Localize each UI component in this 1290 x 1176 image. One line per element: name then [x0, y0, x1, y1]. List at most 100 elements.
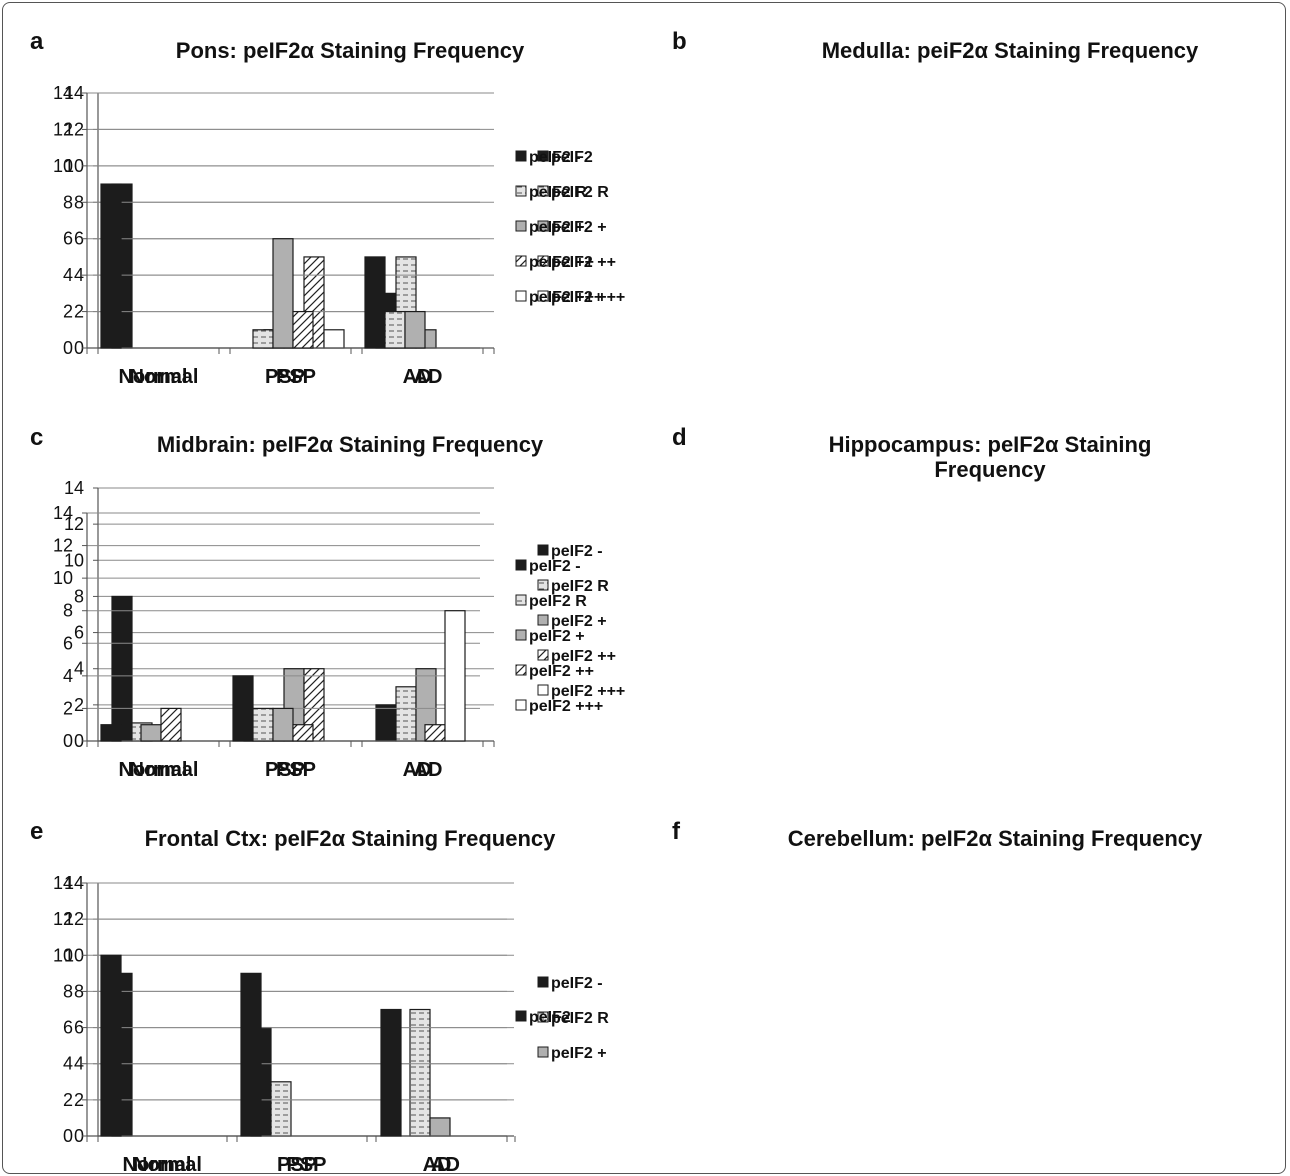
bar-peif2--psp — [240, 972, 262, 1137]
y-tick-label: 4 — [63, 265, 73, 285]
bar-peif2-r-ad — [409, 1008, 431, 1137]
y-tick-label: 0 — [63, 1126, 73, 1146]
y-tick-label: 14 — [53, 873, 73, 893]
y-tick-label: 2 — [74, 302, 84, 322]
legend-label: peIF2 +++ — [551, 289, 625, 306]
x-category-label: Normal — [130, 759, 199, 781]
y-tick-label: 4 — [74, 659, 84, 679]
legend-label: peIF2 +++ — [551, 683, 625, 700]
x-category-label: AD — [431, 1154, 460, 1176]
bar-peif2--psp — [292, 724, 314, 742]
bar-peif2--ad — [380, 1008, 402, 1137]
x-category-label: AD — [414, 366, 443, 388]
legend-label: peIF2 ++ — [529, 254, 594, 271]
legend-label: peIF2 ++ — [529, 663, 594, 680]
y-tick-label: 14 — [64, 478, 84, 498]
y-tick-label: 12 — [53, 536, 73, 556]
legend-swatch — [515, 185, 527, 197]
y-tick-label: 2 — [74, 1090, 84, 1110]
panel-letter: d — [672, 424, 687, 451]
bar-peif2--normal — [100, 724, 122, 742]
legend-label: peIF2 - — [551, 975, 603, 992]
bar-peif2--normal — [100, 183, 122, 349]
x-category-label: PSP — [286, 1154, 326, 1176]
legend-swatch — [515, 594, 527, 606]
bar-peif2--ad — [375, 704, 397, 742]
y-tick-label: 4 — [74, 265, 84, 285]
y-tick-label: 12 — [64, 909, 84, 929]
legend-swatch — [515, 1010, 527, 1022]
legend-swatch — [515, 290, 527, 302]
legend-label: peIF2 + — [551, 219, 607, 236]
chart-title: Midbrain: peIF2α Staining Frequency — [156, 432, 544, 457]
legend-label: peIF2 +++ — [529, 289, 603, 306]
y-tick-label: 2 — [63, 1090, 73, 1110]
y-tick-label: 8 — [74, 981, 84, 1001]
y-tick-label: 0 — [63, 731, 73, 751]
chart-title-line-2: Frequency — [934, 457, 1046, 482]
legend-swatch — [515, 664, 527, 676]
y-tick-label: 8 — [63, 192, 73, 212]
x-category-label: AD — [414, 759, 443, 781]
y-tick-label: 6 — [74, 1018, 84, 1038]
y-tick-label: 10 — [53, 156, 73, 176]
bar-peif2--normal — [140, 724, 162, 742]
bar-peif2--normal — [100, 954, 122, 1137]
chart-title: Pons: peIF2α Staining Frequency — [175, 38, 525, 63]
legend-swatch — [515, 255, 527, 267]
y-tick-label: 6 — [74, 623, 84, 643]
legend-label: peIF2 R — [551, 578, 609, 595]
y-tick-label: 12 — [64, 119, 84, 139]
panel-letter: a — [30, 28, 44, 55]
y-tick-label: 14 — [53, 83, 73, 103]
y-tick-label: 14 — [53, 503, 73, 523]
x-category-label: PSP — [276, 759, 316, 781]
bar-peif2--psp — [272, 238, 294, 349]
x-category-label: Normal — [119, 759, 188, 781]
legend-swatch — [515, 559, 527, 571]
legend-label: peIF2 - — [551, 543, 603, 560]
chart-title: Cerebellum: peIF2α Staining Frequency — [787, 826, 1203, 851]
legend-swatch — [537, 1011, 549, 1023]
y-tick-label: 10 — [64, 156, 84, 176]
y-tick-label: 6 — [63, 633, 73, 653]
y-tick-label: 8 — [74, 586, 84, 606]
chart-title: Medulla: peiF2α Staining Frequency — [821, 38, 1199, 63]
y-tick-label: 8 — [74, 192, 84, 212]
legend-swatch — [537, 544, 549, 556]
legend-swatch — [515, 220, 527, 232]
y-tick-label: 2 — [63, 698, 73, 718]
bar-peif2--ad — [444, 610, 466, 742]
y-tick-label: 4 — [74, 1054, 84, 1074]
legend-swatch — [515, 150, 527, 162]
x-category-label: Normal — [130, 366, 199, 388]
bar-peif2--normal — [160, 707, 182, 742]
legend-label: peIF2 ++ — [551, 648, 616, 665]
legend-label: peIF2 R — [529, 184, 587, 201]
bar-peif2--ad — [429, 1117, 451, 1137]
legend-swatch — [537, 220, 549, 232]
bar-peif2-r-ad — [395, 686, 417, 742]
panel-letter: e — [30, 818, 44, 845]
bar-peif2--psp — [272, 707, 294, 742]
y-tick-label: 10 — [64, 945, 84, 965]
bar-peif2-r-psp — [252, 329, 274, 349]
bar-peif2-r-psp — [270, 1081, 292, 1137]
y-tick-label: 12 — [53, 119, 73, 139]
x-category-label: Normal — [133, 1154, 202, 1176]
bar-peif2--ad — [404, 310, 426, 349]
y-tick-label: 6 — [63, 229, 73, 249]
chart-panel-f: f Cerebellum: peIF2α Staining Frequency … — [53, 812, 1280, 1176]
x-category-label: PSP — [277, 1154, 317, 1176]
chart-panel-d: d Hippocampus: peIF2α Staining Frequency… — [53, 418, 1280, 798]
legend-swatch — [537, 185, 549, 197]
legend-label: peIF2 R — [551, 184, 609, 201]
legend-swatch — [537, 579, 549, 591]
y-tick-label: 0 — [74, 731, 84, 751]
y-tick-label: 8 — [63, 601, 73, 621]
legend-label: peIF2 - — [529, 1009, 581, 1026]
x-category-label: AD — [423, 1154, 452, 1176]
